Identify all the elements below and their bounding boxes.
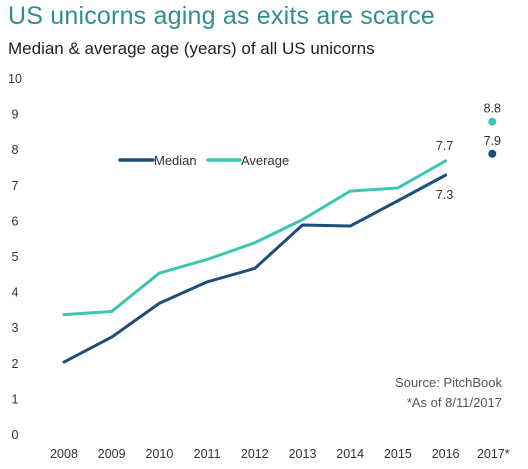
x-tick-label: 2010 bbox=[145, 447, 173, 461]
y-tick-label: 9 bbox=[12, 108, 19, 122]
x-tick-label: 2012 bbox=[241, 447, 269, 461]
x-tick-label: 2011 bbox=[194, 447, 221, 461]
y-tick-label: 1 bbox=[12, 392, 19, 406]
x-tick-label: 2013 bbox=[289, 447, 317, 461]
data-label: 7.9 bbox=[484, 134, 501, 148]
data-labels: 7.7 7.3 8.8 7.9 bbox=[436, 102, 501, 202]
y-tick-label: 8 bbox=[12, 143, 19, 157]
series-lines bbox=[62, 159, 448, 364]
footnote-text: *As of 8/11/2017 bbox=[407, 395, 502, 410]
y-tick-label: 3 bbox=[12, 321, 19, 335]
series-points bbox=[488, 117, 497, 158]
y-tick-label: 10 bbox=[8, 72, 22, 86]
y-tick-label: 7 bbox=[12, 179, 19, 193]
data-label: 8.8 bbox=[484, 102, 501, 116]
legend: Median Average bbox=[118, 153, 289, 168]
series-line-average bbox=[62, 159, 448, 317]
x-tick-label: 2015 bbox=[384, 447, 412, 461]
series-line-median bbox=[62, 173, 448, 364]
y-tick-label: 4 bbox=[12, 286, 19, 300]
y-tick-label: 5 bbox=[12, 250, 19, 264]
x-tick-label: 2008 bbox=[50, 447, 78, 461]
x-tick-label: 2017* bbox=[477, 447, 510, 461]
legend-median-label: Median bbox=[154, 153, 197, 168]
y-tick-label: 2 bbox=[12, 357, 19, 371]
x-tick-label: 2016 bbox=[432, 447, 460, 461]
y-axis-ticks: 0 1 2 3 4 5 6 7 8 9 10 bbox=[8, 72, 22, 442]
point-2017-average bbox=[488, 117, 497, 126]
x-tick-label: 2014 bbox=[336, 447, 364, 461]
x-tick-label: 2009 bbox=[98, 447, 126, 461]
chart-subtitle: Median & average age (years) of all US u… bbox=[8, 39, 375, 58]
data-label: 7.3 bbox=[436, 188, 453, 202]
point-2017-median bbox=[488, 149, 497, 158]
data-label: 7.7 bbox=[436, 139, 453, 153]
y-tick-label: 6 bbox=[12, 214, 19, 228]
legend-average-label: Average bbox=[241, 153, 289, 168]
source-text: Source: PitchBook bbox=[395, 375, 502, 390]
y-tick-label: 0 bbox=[12, 428, 19, 442]
x-axis-ticks: 2008 2009 2010 2011 2012 2013 2014 2015 2016 2017… bbox=[50, 447, 510, 461]
chart-title: US unicorns aging as exits are scarce bbox=[8, 2, 436, 30]
